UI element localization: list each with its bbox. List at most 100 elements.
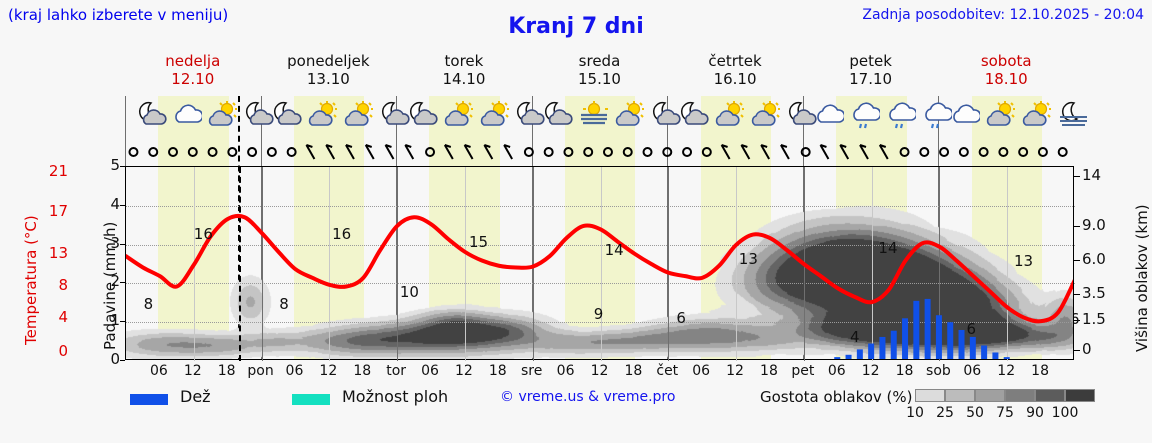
moon-cloud-icon xyxy=(244,100,274,130)
day-name: torek xyxy=(444,52,484,70)
precipitation-bars xyxy=(834,298,1010,359)
precip-tick: 2 xyxy=(110,272,120,291)
density-swatch xyxy=(915,389,945,402)
precip-bar xyxy=(958,329,965,359)
day-header-sobota: sobota 18.10 xyxy=(938,52,1074,88)
temp-tick: 8 xyxy=(58,276,68,294)
last-updated: Zadnja posodobitev: 12.10.2025 - 20:04 xyxy=(862,7,1144,23)
temp-tick: 13 xyxy=(48,244,68,262)
forecast-plot: 16 16 15 14 13 14 13 8 8 10 9 6 4 6 xyxy=(125,166,1075,361)
precip-bar xyxy=(992,352,999,359)
precip-bar xyxy=(856,349,863,359)
time-tick: 18 xyxy=(353,363,372,379)
sun-cloud-icon xyxy=(1022,100,1052,130)
gridline-vertical xyxy=(1007,167,1009,361)
gridline-vertical xyxy=(600,167,602,361)
sun-cloud-icon xyxy=(715,100,745,130)
precip-tick-mark xyxy=(120,166,125,167)
precip-bar xyxy=(981,345,988,359)
header-bar: (kraj lahko izberete v meniju) Kranj 7 d… xyxy=(0,0,1152,39)
cloud-tick-mark xyxy=(1074,294,1080,295)
time-tick: 06 xyxy=(149,363,168,379)
temp-max-label: 16 xyxy=(332,225,352,244)
day-name: ponedeljek xyxy=(287,52,370,70)
density-swatch xyxy=(945,389,975,402)
copyright-link[interactable]: © vreme.us & vreme.pro xyxy=(500,389,676,405)
moon-cloud-icon xyxy=(408,100,438,130)
cloud-tick-mark xyxy=(1074,350,1080,351)
menu-hint: (kraj lahko izberete v meniju) xyxy=(8,6,229,24)
time-axis: 06 12 18 pon 06 12 18 tor 06 12 18 sre 06 12 18 čet 06 12… xyxy=(125,362,1074,382)
day-date: 16.10 xyxy=(713,70,757,88)
day-date: 17.10 xyxy=(849,70,893,88)
gridline-vertical xyxy=(464,167,466,361)
wind-barbs xyxy=(128,144,1068,160)
time-tick: pet xyxy=(791,363,815,379)
precip-tick-mark xyxy=(120,282,125,284)
current-time-marker-plot xyxy=(238,167,241,361)
temp-tick: 0 xyxy=(58,342,68,360)
time-tick: 12 xyxy=(319,363,338,379)
time-tick: 06 xyxy=(556,363,575,379)
day-date: 18.10 xyxy=(984,70,1028,88)
sun-cloud-icon xyxy=(751,100,781,130)
temp-min-label: 4 xyxy=(849,328,860,347)
page-title: Kranj 7 dni xyxy=(508,14,644,39)
day-name: sobota xyxy=(980,52,1032,70)
precip-bar xyxy=(902,318,909,359)
cloud-height-tick: 1.5 xyxy=(1082,310,1106,328)
time-tick: 06 xyxy=(827,363,846,379)
cloud-height-tick: 0 xyxy=(1082,340,1092,358)
sun-cloud-icon xyxy=(986,100,1016,130)
showers-label: Možnost ploh xyxy=(342,387,449,406)
moon-cloud-icon xyxy=(137,100,167,130)
day-header-torek: torek 14.10 xyxy=(396,52,532,88)
day-header-petek: petek 17.10 xyxy=(803,52,939,88)
cloud-tick-mark xyxy=(1074,260,1080,261)
cloud-height-tick: 3.5 xyxy=(1082,284,1106,302)
cloud-tick-mark xyxy=(1074,176,1080,177)
weather-icon-row xyxy=(125,96,1087,138)
moon-cloud-icon xyxy=(272,100,302,130)
rain-swatch xyxy=(130,394,168,405)
day-date: 13.10 xyxy=(306,70,350,88)
density-tick: 100 xyxy=(1051,405,1079,421)
day-separator-line xyxy=(668,167,670,361)
temp-min-label: 6 xyxy=(676,308,686,327)
wind-barb-row xyxy=(125,138,1074,166)
precip-bar xyxy=(947,322,954,359)
density-tick: 50 xyxy=(966,405,984,421)
precip-tick: 5 xyxy=(110,156,120,174)
cloud-height-tick: 6.0 xyxy=(1082,250,1106,268)
cloud-tick-mark xyxy=(1074,320,1080,321)
temp-tick: 21 xyxy=(48,162,68,180)
moon-fog-icon xyxy=(1058,100,1088,130)
time-tick: čet xyxy=(656,363,679,379)
precip-bar xyxy=(1003,357,1010,359)
cloud-height-extra-tick: 6 xyxy=(1070,310,1080,328)
day-separator-line xyxy=(532,167,534,361)
day-date: 14.10 xyxy=(442,70,486,88)
temperature-curve xyxy=(126,213,1073,324)
temp-max-label: 13 xyxy=(1013,252,1034,271)
cloud-icon xyxy=(814,100,846,130)
rain-cloud-icon xyxy=(886,100,918,130)
time-tick: sob xyxy=(926,363,951,379)
density-tick: 10 xyxy=(906,405,924,421)
time-tick: 12 xyxy=(861,363,880,379)
time-tick: 06 xyxy=(285,363,304,379)
time-tick: 06 xyxy=(692,363,711,379)
sun-cloud-icon xyxy=(615,100,645,130)
time-tick: 18 xyxy=(1031,363,1049,379)
time-tick: 18 xyxy=(488,363,507,379)
precip-bar xyxy=(834,357,841,359)
day-header-nedelja: nedelja 12.10 xyxy=(125,52,261,88)
cloud-icon xyxy=(172,100,204,130)
precip-bar xyxy=(879,336,886,359)
time-tick: 18 xyxy=(760,363,778,379)
temperature-axis-title: Temperatura (°C) xyxy=(22,215,40,345)
density-tick: 75 xyxy=(996,405,1014,421)
sun-cloud-icon xyxy=(344,100,374,130)
moon-cloud-icon xyxy=(679,100,709,130)
temp-max-label: 16 xyxy=(193,225,213,244)
